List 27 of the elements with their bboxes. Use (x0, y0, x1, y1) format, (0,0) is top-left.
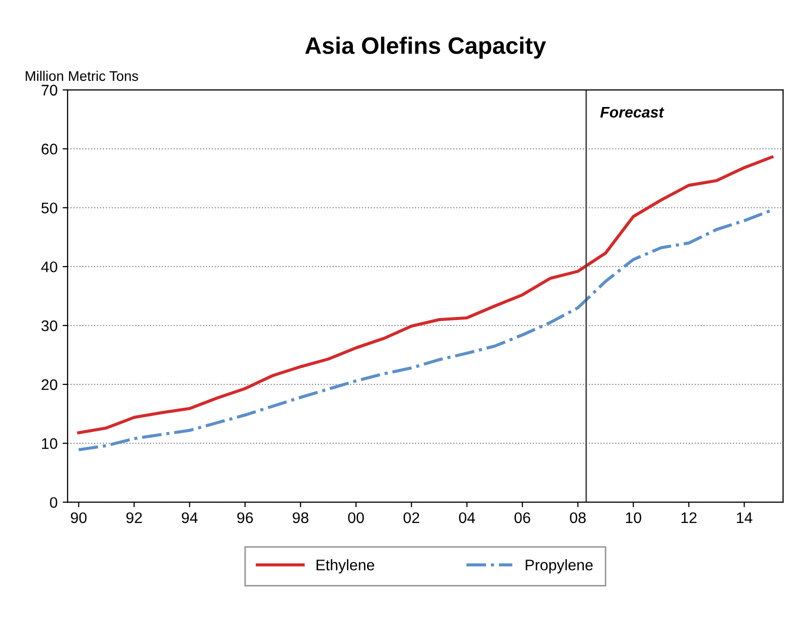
y-tick-label: 30 (41, 320, 58, 332)
x-tick-label: 14 (736, 512, 752, 523)
line-series (77, 156, 774, 434)
chart-title: Asia Olefins Capacity (305, 36, 546, 59)
y-axis-title: Million Metric Tons (26, 70, 138, 81)
legend-label: Ethylene (316, 559, 374, 574)
x-tick-label: 08 (570, 512, 586, 524)
x-tick-label: 10 (626, 512, 642, 524)
y-tick-label: 40 (41, 261, 58, 272)
x-tick-label: 92 (126, 512, 142, 524)
x-tick-label: 00 (348, 512, 364, 524)
y-tick-label: 20 (42, 379, 58, 390)
x-tick-label: 06 (514, 512, 530, 524)
x-tick-label: 12 (681, 512, 697, 523)
y-tick-label: 50 (41, 202, 58, 214)
x-tick-label: 94 (182, 512, 198, 524)
x-tick-label: 98 (292, 512, 308, 524)
x-tick-label: 02 (404, 512, 420, 524)
y-tick-label: 0 (50, 497, 58, 508)
x-tick-label: 96 (237, 512, 253, 524)
y-tick-label: 70 (42, 84, 58, 96)
x-tick-label: 90 (70, 512, 87, 524)
ref-line-label: Forecast (600, 106, 664, 118)
y-tick-label: 60 (42, 144, 58, 154)
legend-label: Propylene (526, 559, 593, 574)
y-tick-label: 10 (42, 438, 58, 449)
x-tick-label: 04 (459, 512, 475, 524)
